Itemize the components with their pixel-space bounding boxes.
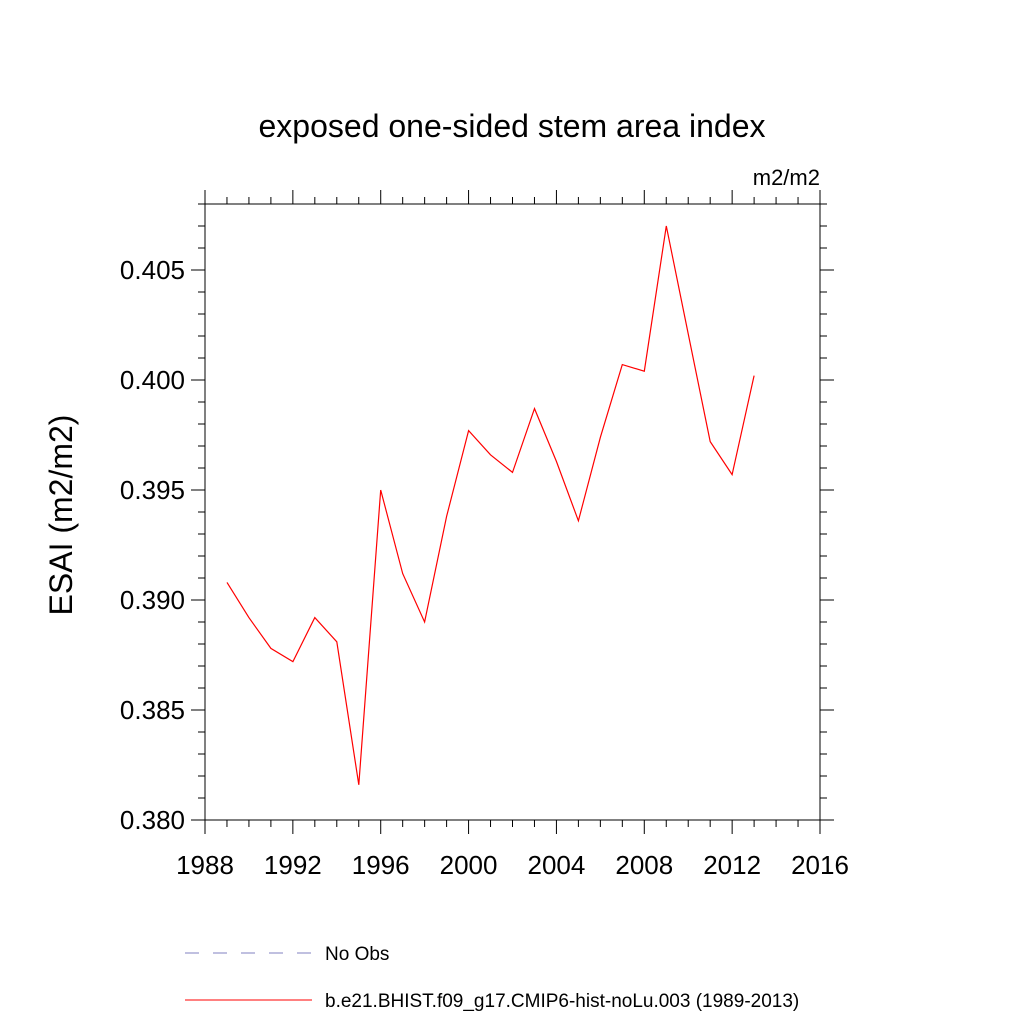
axes: 1988 1992 1996 2000 2004 2008 2012 2016 0.380 0.3… [120,190,849,880]
chart-title: exposed one-sided stem area index [259,108,766,144]
y-axis-label: ESAI (m2/m2) [43,415,79,616]
x-tick-label: 2000 [440,850,498,880]
x-tick-label: 2012 [703,850,761,880]
y-tick-label: 0.385 [120,695,185,725]
y-tick-label: 0.395 [120,475,185,505]
plot-frame [204,203,821,821]
x-tick-label: 1996 [352,850,410,880]
series-group [226,225,755,785]
series-line [226,225,755,785]
y-tick-label: 0.390 [120,585,185,615]
y-tick-label: 0.405 [120,255,185,285]
legend-label: b.e21.BHIST.f09_g17.CMIP6-hist-noLu.003 … [325,991,799,1012]
legend: No Obs b.e21.BHIST.f09_g17.CMIP6-hist-noL… [185,944,799,1012]
x-tick-label: 1992 [264,850,322,880]
legend-label: No Obs [325,944,389,965]
y-tick-label: 0.380 [120,805,185,835]
x-tick-label: 1988 [176,850,234,880]
x-tick-label: 2016 [791,850,849,880]
x-tick-label: 2008 [615,850,673,880]
x-tick-label: 2004 [528,850,586,880]
units-label: m2/m2 [753,165,820,190]
y-tick-label: 0.400 [120,365,185,395]
